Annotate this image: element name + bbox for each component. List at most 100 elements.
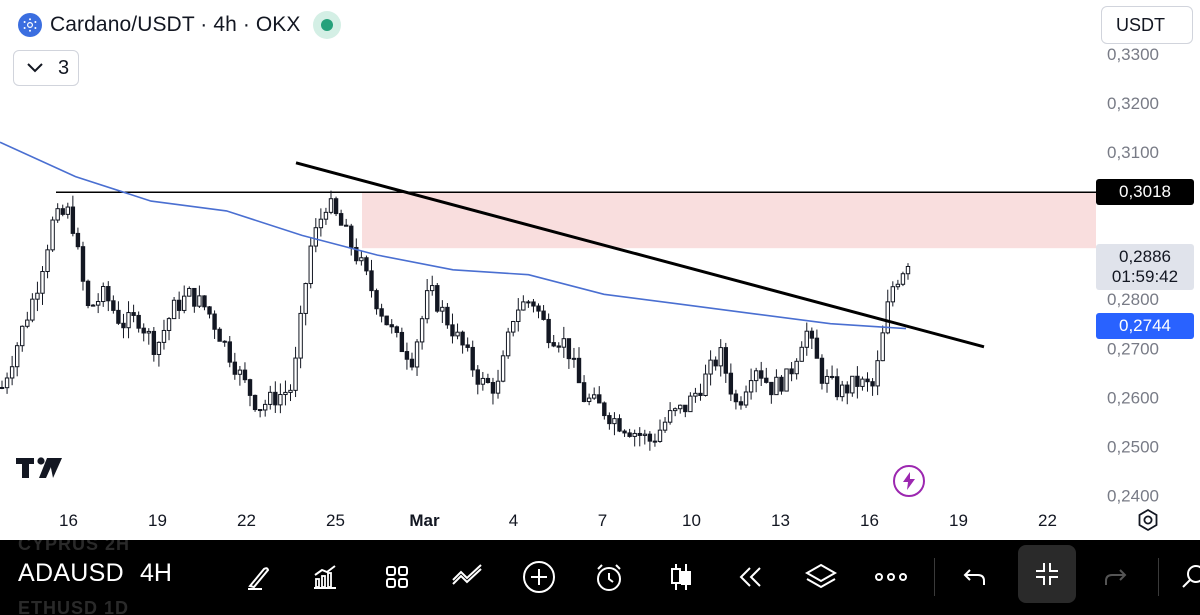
candle-body-down (759, 370, 764, 379)
candle (718, 339, 723, 377)
candle (490, 377, 496, 405)
candle-body-down (536, 305, 541, 312)
gear-icon[interactable] (1136, 508, 1160, 532)
chart-pane[interactable]: 0,33000,32000,31000,29000,28000,27000,26… (0, 0, 1200, 540)
candle (424, 278, 430, 324)
candle (354, 238, 359, 265)
candle (860, 376, 865, 391)
candle-body-down (151, 330, 157, 355)
candle (419, 315, 425, 350)
undo-icon[interactable] (952, 554, 998, 600)
layers-icon[interactable] (798, 554, 844, 600)
candle (834, 368, 840, 401)
candle (166, 317, 172, 341)
candle (769, 381, 774, 404)
symbol-name[interactable]: ADAUSD (18, 559, 124, 587)
currency-selector[interactable]: USDT (1101, 6, 1193, 44)
candle-body-down (728, 372, 734, 395)
candle-body-up (303, 283, 308, 314)
candle (779, 375, 784, 395)
candle (733, 389, 739, 410)
trend-line-icon[interactable] (444, 554, 490, 600)
candle (288, 384, 293, 402)
candle-body-up (101, 286, 106, 303)
time-scale-label: 19 (949, 511, 968, 530)
candle-body-down (338, 213, 344, 226)
time-scale-label: 4 (509, 511, 518, 530)
candle-body-down (116, 309, 121, 324)
candle-body-up (885, 301, 890, 334)
candle-body-down (617, 418, 622, 432)
grid-layout-icon[interactable] (374, 554, 420, 600)
symbol-legend[interactable]: Cardano/USDT · 4h · OKX (12, 8, 347, 42)
candle-body-up (678, 404, 683, 410)
candle-body-up (323, 211, 329, 220)
candle-body-down (526, 301, 531, 304)
candle-body-up (875, 360, 880, 387)
tradingview-logo[interactable] (16, 456, 64, 480)
candle (905, 263, 911, 280)
candle-body-down (475, 369, 480, 385)
price-chart[interactable]: 0,33000,32000,31000,29000,28000,27000,26… (0, 0, 1200, 540)
candle-body-up (824, 375, 830, 384)
candle (252, 394, 258, 412)
flash-icon[interactable] (893, 465, 925, 497)
candle (870, 378, 875, 396)
candle (202, 295, 207, 311)
candle-body-up (880, 332, 885, 362)
candle (227, 336, 232, 368)
candles-icon[interactable] (658, 554, 704, 600)
market-open-dot (320, 19, 333, 31)
redo-icon[interactable] (1092, 554, 1138, 600)
candle (45, 244, 50, 279)
last-price-tag: 0,2886 01:59:42 (1096, 244, 1194, 290)
indicators-toggle[interactable]: 3 (13, 50, 79, 86)
add-circle-icon[interactable] (516, 554, 562, 600)
candle-body-up (642, 433, 648, 436)
alarm-clock-icon[interactable] (586, 554, 632, 600)
candle-body-down (450, 324, 455, 337)
candle-body-down (445, 306, 450, 326)
brush-icon[interactable] (236, 554, 282, 600)
candle (273, 381, 278, 413)
candle-body-down (136, 314, 141, 329)
candle-body-up (774, 376, 779, 396)
candle (511, 320, 516, 337)
candle (850, 375, 855, 397)
candle (197, 285, 202, 308)
candle-body-down (121, 322, 126, 329)
candle-body-up (30, 298, 35, 321)
replay-icon[interactable] (728, 554, 774, 600)
search-icon[interactable] (1172, 554, 1200, 600)
candle-body-up (804, 330, 809, 348)
candle (516, 298, 521, 332)
candle-body-up (430, 285, 435, 292)
chart-with-indicators-icon[interactable] (302, 554, 348, 600)
candle-body-down (394, 326, 399, 333)
more-icon[interactable] (868, 554, 914, 600)
candle (14, 342, 20, 377)
candle-body-down (465, 344, 470, 348)
candle (738, 396, 744, 410)
candle (151, 327, 157, 362)
candle (561, 326, 567, 358)
candle-body-down (0, 386, 5, 389)
candle-body-down (683, 404, 688, 413)
candle-body-down (369, 270, 374, 292)
toolbar-separator (1158, 558, 1159, 596)
descending-trendline[interactable] (295, 161, 985, 349)
chevron-down-icon (27, 63, 43, 73)
resistance-zone[interactable] (362, 192, 1096, 249)
candle (576, 347, 582, 384)
candle-body-up (313, 227, 319, 247)
candle (622, 429, 627, 437)
market-status-indicator[interactable] (312, 11, 341, 39)
moving-average-line[interactable] (0, 141, 907, 330)
timeframe-selector[interactable]: 4H (140, 559, 172, 587)
collapse-icon[interactable] (1018, 545, 1076, 603)
candle (60, 204, 65, 217)
candle (171, 297, 177, 320)
candle (80, 241, 86, 291)
candle-body-up (905, 265, 911, 275)
candle (384, 315, 389, 326)
